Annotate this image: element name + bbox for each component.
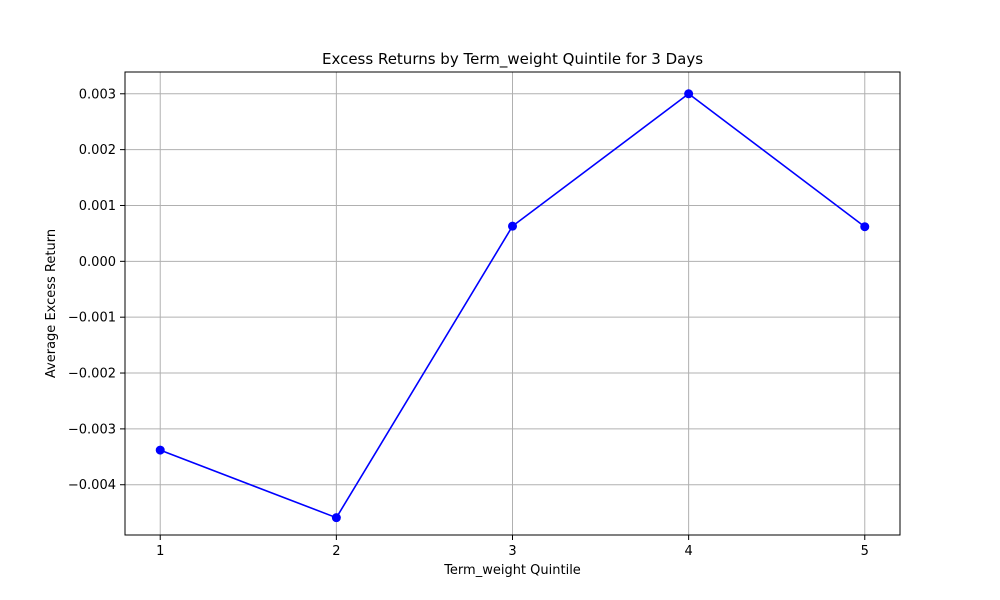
y-tick-label: −0.001 (68, 311, 116, 326)
series-layer (155, 89, 870, 523)
x-tick-label: 2 (332, 544, 340, 559)
x-tick-label: 3 (508, 544, 516, 559)
y-tick-label: 0.002 (79, 143, 116, 158)
y-tick-label: −0.004 (68, 478, 116, 493)
y-axis-label: Average Excess Return (44, 229, 59, 378)
y-tick-label: 0.001 (79, 199, 116, 214)
data-point (860, 222, 870, 232)
x-axis: 1 2 3 4 5 (156, 535, 869, 559)
y-tick-label: −0.003 (68, 422, 116, 437)
data-point (331, 513, 341, 523)
grid-lines (125, 72, 900, 535)
y-tick-label: 0.003 (79, 87, 116, 102)
chart-title: Excess Returns by Term_weight Quintile f… (322, 50, 703, 69)
x-tick-label: 5 (861, 544, 869, 559)
data-point (684, 89, 694, 99)
data-point (508, 221, 517, 231)
x-tick-label: 1 (156, 544, 164, 559)
data-point (155, 445, 165, 455)
x-axis-label: Term_weight Quintile (443, 563, 581, 578)
y-axis: −0.004 −0.003 −0.002 −0.001 0.000 0.001 0.002 0… (68, 87, 125, 493)
y-tick-label: 0.000 (79, 255, 116, 270)
x-tick-label: 4 (684, 544, 692, 559)
y-tick-label: −0.002 (68, 367, 116, 382)
